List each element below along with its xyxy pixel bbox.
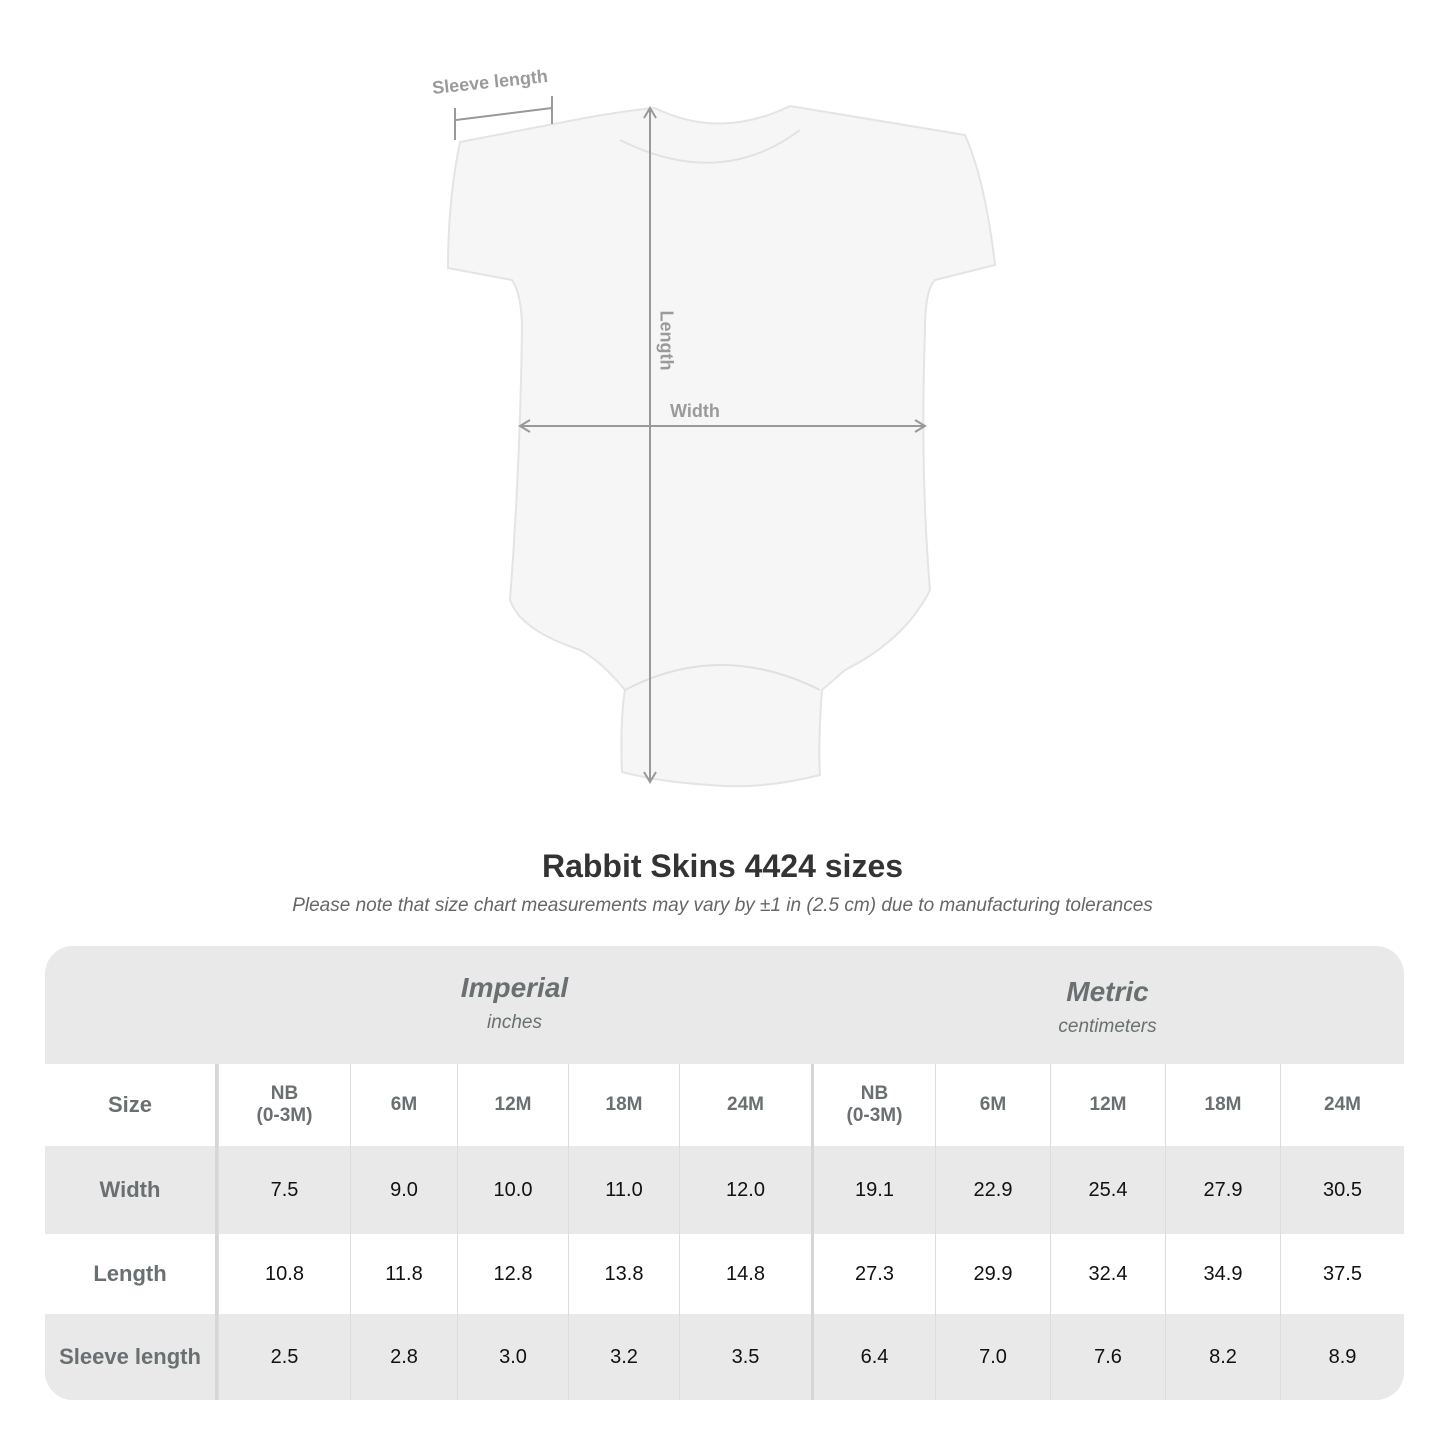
table-cell: 27.3 xyxy=(811,1234,935,1314)
table-cell: 11.0 xyxy=(568,1146,679,1234)
size-column-header: 12M xyxy=(1050,1064,1165,1146)
table-row: Sleeve length 2.5 2.8 3.0 3.2 3.5 6.4 7.0 7.6 8.2… xyxy=(45,1314,1404,1400)
snap-flap xyxy=(624,664,821,691)
table-cell: 7.5 xyxy=(218,1146,350,1234)
table-cell: 30.5 xyxy=(1280,1146,1404,1234)
table-cell: 22.9 xyxy=(935,1146,1050,1234)
size-column-header: NB (0-3M) xyxy=(811,1064,935,1146)
table-cell: 13.8 xyxy=(568,1234,679,1314)
size-column-header: 6M xyxy=(935,1064,1050,1146)
group-unit: centimeters xyxy=(1058,1016,1157,1037)
neckline xyxy=(619,129,801,164)
row-label: Width xyxy=(45,1146,218,1234)
size-table: Imperial inches Metric centimeters Size N… xyxy=(45,946,1404,1400)
table-cell: 9.0 xyxy=(350,1146,457,1234)
table-cell: 34.9 xyxy=(1165,1234,1280,1314)
size-column-header: 24M xyxy=(679,1064,811,1146)
size-column-header: 24M xyxy=(1280,1064,1404,1146)
size-column-header: 18M xyxy=(1165,1064,1280,1146)
table-cell: 3.2 xyxy=(568,1314,679,1400)
size-column-header: 12M xyxy=(457,1064,568,1146)
table-cell: 10.8 xyxy=(218,1234,350,1314)
table-row: Length 10.8 11.8 12.8 13.8 14.8 27.3 29.9 32.4 34… xyxy=(45,1234,1404,1314)
table-cell: 11.8 xyxy=(350,1234,457,1314)
table-cell: 3.5 xyxy=(679,1314,811,1400)
onesie-shape xyxy=(446,104,997,788)
table-cell: 2.8 xyxy=(350,1314,457,1400)
group-unit: inches xyxy=(487,1012,542,1033)
table-cell: 25.4 xyxy=(1050,1146,1165,1234)
table-cell: 8.2 xyxy=(1165,1314,1280,1400)
group-name: Metric xyxy=(1066,976,1149,1007)
table-cell: 7.0 xyxy=(935,1314,1050,1400)
table-row: Width 7.5 9.0 10.0 11.0 12.0 19.1 22.9 25.4 27.9 3… xyxy=(45,1146,1404,1234)
table-cell: 37.5 xyxy=(1280,1234,1404,1314)
size-column-header: 6M xyxy=(350,1064,457,1146)
table-cell: 29.9 xyxy=(935,1234,1050,1314)
size-label: Size xyxy=(45,1064,218,1146)
row-label: Sleeve length xyxy=(45,1314,218,1400)
size-header-row: Size NB (0-3M) 6M 12M 18M 24M NB (0-3M) 6M 12M 18… xyxy=(45,1064,1404,1146)
size-column-header: 18M xyxy=(568,1064,679,1146)
tolerance-note: Please note that size chart measurements… xyxy=(292,895,1153,916)
row-label: Length xyxy=(45,1234,218,1314)
table-cell: 12.0 xyxy=(679,1146,811,1234)
table-cell: 32.4 xyxy=(1050,1234,1165,1314)
table-cell: 10.0 xyxy=(457,1146,568,1234)
table-cell: 27.9 xyxy=(1165,1146,1280,1234)
metric-group-header: Metric centimeters xyxy=(811,946,1404,1064)
length-label: Length xyxy=(656,310,677,371)
measure-arrows xyxy=(454,96,927,784)
table-cell: 7.6 xyxy=(1050,1314,1165,1400)
width-label: Width xyxy=(670,401,720,421)
table-cell: 3.0 xyxy=(457,1314,568,1400)
onesie-illustration xyxy=(446,96,997,788)
table-cell: 14.8 xyxy=(679,1234,811,1314)
table-cell: 6.4 xyxy=(811,1314,935,1400)
table-cell: 2.5 xyxy=(218,1314,350,1400)
table-cell: 8.9 xyxy=(1280,1314,1404,1400)
table-cell: 19.1 xyxy=(811,1146,935,1234)
group-name: Imperial xyxy=(460,972,569,1003)
chart-title: Rabbit Skins 4424 sizes xyxy=(541,848,904,884)
table-cell: 12.8 xyxy=(457,1234,568,1314)
size-column-header: NB (0-3M) xyxy=(218,1064,350,1146)
imperial-group-header: Imperial inches xyxy=(218,946,811,1064)
